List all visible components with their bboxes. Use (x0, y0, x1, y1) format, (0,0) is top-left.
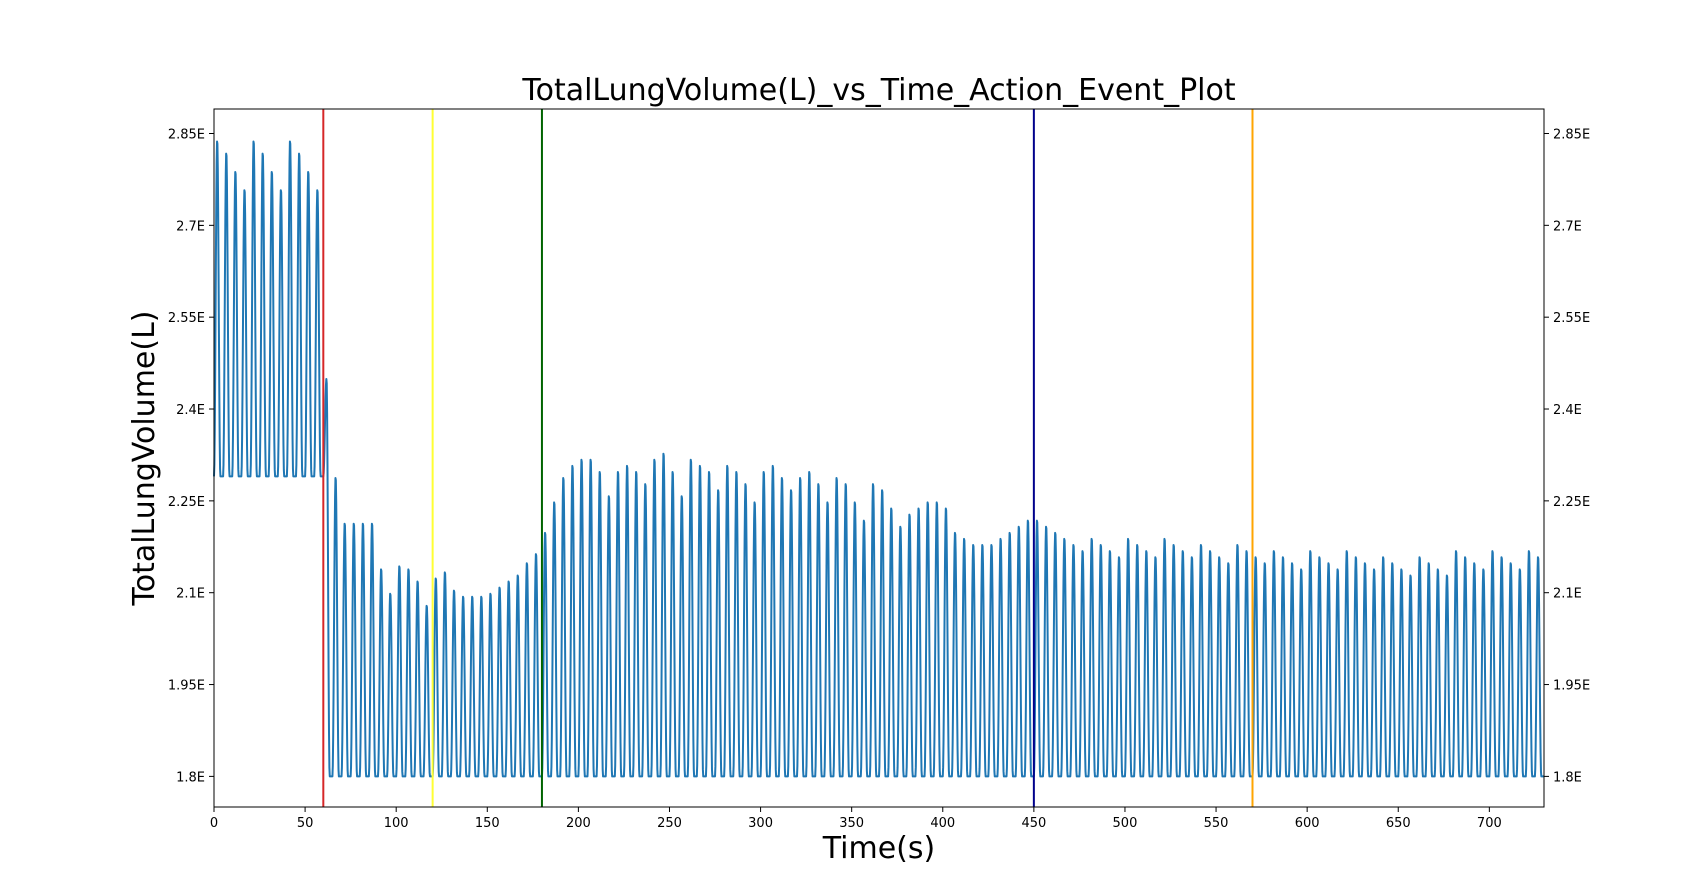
x-axis-label: Time(s) (822, 831, 935, 866)
y-tick-label-right: 2.7E (1553, 219, 1582, 234)
x-tick-label: 650 (1386, 816, 1411, 831)
y-tick-label-left: 2.85E (168, 127, 205, 142)
y-axis-label: TotalLungVolume(L) (127, 310, 162, 606)
x-tick-label: 250 (657, 816, 682, 831)
y-tick-label-right: 2.4E (1553, 403, 1582, 418)
y-tick-label-left: 2.25E (168, 495, 205, 510)
x-tick-label: 50 (297, 816, 314, 831)
x-tick-label: 500 (1113, 816, 1138, 831)
x-tick-label: 150 (475, 816, 500, 831)
x-axis-ticks: 0 50 100 150 200 250 300 350 400 450 500 550 600 650 7… (210, 807, 1502, 831)
y-tick-label-right: 2.55E (1553, 311, 1590, 326)
x-tick-label: 600 (1295, 816, 1320, 831)
event-lines (322, 109, 1254, 807)
x-tick-label: 550 (1204, 816, 1229, 831)
y-tick-label-left: 2.7E (176, 219, 205, 234)
x-tick-label: 0 (210, 816, 218, 831)
y-tick-label-right: 2.1E (1553, 587, 1582, 602)
y-tick-label-right: 2.25E (1553, 495, 1590, 510)
chart-title: TotalLungVolume(L)_vs_Time_Action_Event_… (521, 73, 1235, 108)
x-tick-label: 300 (748, 816, 773, 831)
series-line (213, 140, 1545, 778)
x-tick-label: 450 (1021, 816, 1046, 831)
y-tick-label-right: 2.85E (1553, 127, 1590, 142)
y-tick-label-left: 1.8E (176, 770, 205, 785)
x-tick-label: 700 (1477, 816, 1502, 831)
y-tick-label-right: 1.95E (1553, 679, 1590, 694)
axes-frame (213, 108, 1545, 808)
y-axis-ticks-left: 1.8E 1.95E 2.1E 2.25E 2.4E 2.55E 2.7E 2.85E (168, 127, 214, 785)
x-tick-label: 400 (930, 816, 955, 831)
y-tick-label-left: 1.95E (168, 679, 205, 694)
y-tick-label-left: 2.4E (176, 403, 205, 418)
x-tick-label: 200 (566, 816, 591, 831)
y-tick-label-left: 2.1E (176, 587, 205, 602)
y-axis-ticks-right: 1.8E 1.95E 2.1E 2.25E 2.4E 2.55E 2.7E 2.85E (1544, 127, 1590, 785)
y-tick-label-left: 2.55E (168, 311, 205, 326)
x-tick-label: 100 (384, 816, 409, 831)
plot-area (213, 140, 1545, 778)
x-tick-label: 350 (839, 816, 864, 831)
y-tick-label-right: 1.8E (1553, 770, 1582, 785)
